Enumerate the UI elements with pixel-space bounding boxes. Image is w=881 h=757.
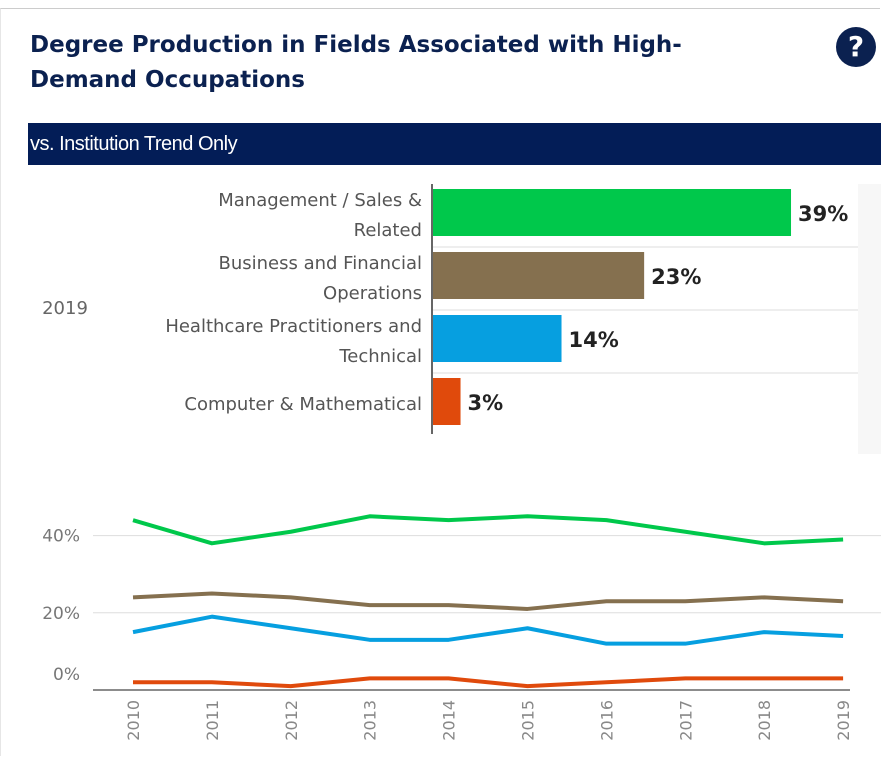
- bar: [433, 315, 562, 362]
- y-tick-label: 40%: [42, 527, 80, 547]
- group-label: 2019: [42, 298, 88, 319]
- x-tick-label: 2013: [361, 700, 380, 741]
- panel: [0, 8, 880, 756]
- y-tick-label: 20%: [42, 604, 80, 624]
- x-tick-label: 2011: [203, 700, 222, 741]
- line: [132, 514, 844, 546]
- help-button[interactable]: ?: [836, 27, 876, 67]
- x-tick-label: 2012: [282, 700, 301, 741]
- x-tick-label: 2019: [834, 700, 853, 741]
- category-label: Business and Financial Operations: [218, 252, 422, 304]
- line: [132, 591, 844, 611]
- value-label: 23%: [651, 265, 701, 289]
- line: [133, 676, 844, 689]
- value-label: 14%: [569, 328, 619, 352]
- category-label: Management / Sales & Related: [218, 189, 422, 241]
- category-label: Computer & Mathematical: [184, 393, 422, 415]
- y-tick-label: 0%: [53, 665, 80, 685]
- x-tick-label: 2010: [124, 700, 143, 741]
- bar: [433, 189, 792, 236]
- category-label: Healthcare Practitioners and Technical: [165, 315, 422, 367]
- banner: vs. Institution Trend Only: [28, 123, 881, 165]
- x-tick-label: 2017: [676, 700, 695, 741]
- panel-title: Degree Production in Fields Associated w…: [30, 32, 682, 93]
- bar: [433, 378, 461, 425]
- line: [132, 614, 844, 646]
- x-tick-label: 2014: [440, 700, 459, 741]
- value-label: 39%: [798, 202, 848, 226]
- x-tick-label: 2018: [755, 700, 774, 741]
- x-tick-label: 2016: [597, 700, 616, 741]
- value-label: 3%: [468, 391, 504, 415]
- banner-text: vs. Institution Trend Only: [30, 133, 238, 155]
- bar: [433, 252, 645, 299]
- x-tick-label: 2015: [519, 700, 538, 741]
- side-panel: [858, 184, 881, 454]
